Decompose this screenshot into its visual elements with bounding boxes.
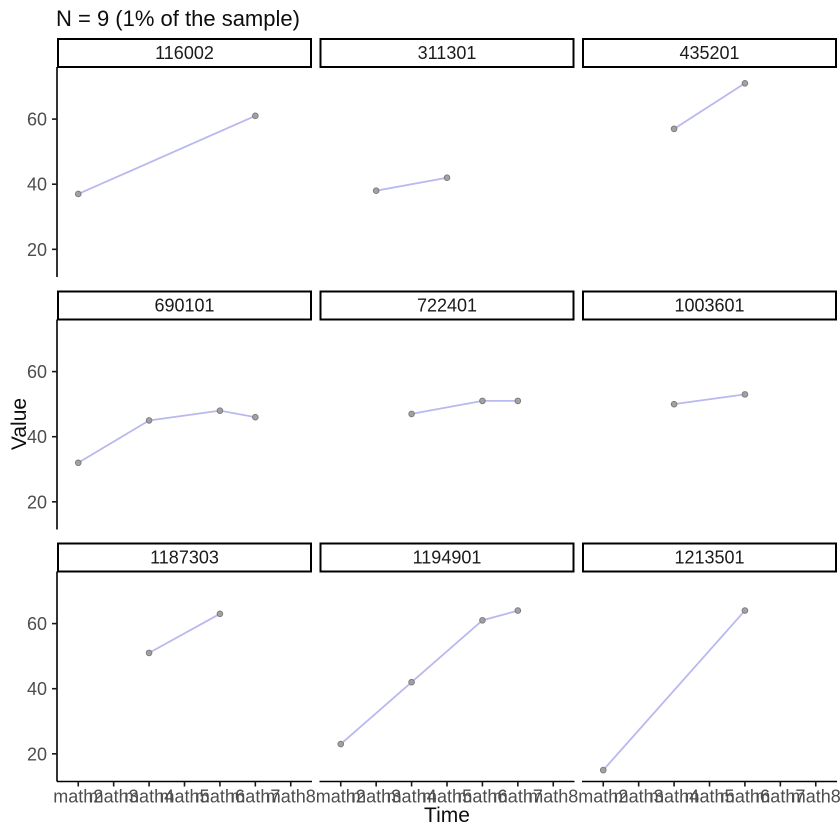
- facet-strip-1194901: [319, 542, 575, 573]
- facet-strip-label-1213501: 1213501: [674, 548, 744, 568]
- data-line-311301: [375, 176, 448, 192]
- data-point-690101-math7: [252, 413, 259, 421]
- x-tick-label: math4: [124, 787, 174, 807]
- data-point-116002-math2: [74, 190, 82, 198]
- facet-strip-label-311301: 311301: [418, 43, 477, 63]
- x-tick-label: math4: [387, 787, 437, 807]
- x-tick-label: math2: [53, 787, 103, 807]
- data-point-1194901-math2: [337, 740, 345, 748]
- data-line-116002: [77, 114, 257, 195]
- data-point-1194901-math7: [514, 607, 522, 614]
- facet-strip-label-1187303: 1187303: [150, 548, 219, 568]
- facet-strip-435201: [582, 38, 837, 68]
- x-tick-label: math8: [266, 787, 316, 807]
- x-tick-label: math3: [89, 787, 139, 807]
- data-point-1187303-math4: [145, 649, 153, 657]
- data-point-1213501-math2: [599, 766, 607, 774]
- data-point-722401-math7: [514, 397, 522, 405]
- y-tick-label: 60: [27, 614, 47, 634]
- y-tick-label: 20: [27, 744, 47, 764]
- x-tick-label: math3: [614, 787, 664, 807]
- data-point-1194901-math6: [479, 617, 486, 624]
- facet-strip-label-1194901: 1194901: [413, 548, 482, 568]
- x-tick-label: math8: [528, 787, 578, 807]
- data-point-1003601-math4: [670, 400, 678, 408]
- data-line-690101: [77, 409, 257, 464]
- x-tick-label: math7: [755, 787, 805, 807]
- data-line-435201: [673, 82, 746, 130]
- facet-strip-1187303: [57, 542, 312, 573]
- facet-strip-label-116002: 116002: [155, 43, 214, 63]
- data-point-690101-math2: [74, 459, 82, 467]
- data-line-722401: [410, 399, 519, 415]
- data-point-435201-math6: [741, 79, 749, 87]
- x-tick-label: math6: [195, 787, 245, 807]
- data-point-311301-math3: [372, 187, 380, 195]
- y-tick-label: 60: [27, 362, 47, 382]
- facet-strip-311301: [319, 38, 575, 68]
- data-point-1003601-math6: [741, 391, 749, 398]
- facet-strip-label-722401: 722401: [417, 296, 477, 316]
- x-axis-title: Time: [424, 804, 470, 827]
- facet-strip-label-1003601: 1003601: [674, 296, 744, 316]
- y-tick-label: 40: [27, 175, 47, 195]
- data-point-435201-math4: [670, 125, 678, 133]
- data-point-690101-math4: [145, 417, 153, 424]
- data-point-690101-math6: [216, 407, 224, 414]
- x-tick-label: math7: [493, 787, 543, 807]
- y-tick-label: 20: [27, 240, 47, 260]
- x-tick-label: math3: [351, 787, 401, 807]
- y-tick-label: 40: [27, 427, 47, 447]
- data-point-1213501-math6: [741, 607, 749, 614]
- x-tick-label: math8: [791, 787, 840, 807]
- data-line-1194901: [339, 609, 519, 745]
- y-tick-label: 60: [27, 110, 47, 130]
- data-line-1003601: [673, 393, 746, 406]
- x-tick-label: math5: [159, 787, 209, 807]
- x-tick-label: math5: [684, 787, 734, 807]
- x-tick-label: math6: [457, 787, 507, 807]
- facet-strip-label-435201: 435201: [679, 43, 739, 63]
- data-line-1187303: [148, 612, 221, 654]
- facet-strip-690101: [57, 290, 312, 321]
- x-tick-label: math7: [230, 787, 280, 807]
- x-tick-label: math2: [316, 787, 366, 807]
- x-tick-label: math5: [422, 787, 472, 807]
- facet-strip-116002: [57, 38, 312, 68]
- data-line-1213501: [602, 609, 746, 772]
- chart-title: N = 9 (1% of the sample): [56, 6, 300, 31]
- data-point-722401-math6: [479, 397, 486, 405]
- data-point-722401-math4: [408, 410, 415, 418]
- facet-strip-722401: [319, 290, 575, 321]
- data-point-116002-math7: [252, 112, 259, 120]
- data-point-1187303-math6: [216, 610, 224, 618]
- y-tick-label: 40: [27, 679, 47, 699]
- x-tick-label: math6: [720, 787, 770, 807]
- y-tick-label: 20: [27, 492, 47, 512]
- x-tick-label: math4: [649, 787, 699, 807]
- data-point-311301-math5: [443, 174, 451, 181]
- facet-strip-label-690101: 690101: [154, 296, 214, 316]
- x-tick-label: math2: [578, 787, 628, 807]
- data-point-1194901-math4: [408, 678, 415, 686]
- facet-strip-1213501: [582, 542, 837, 573]
- facet-strip-1003601: [582, 290, 837, 321]
